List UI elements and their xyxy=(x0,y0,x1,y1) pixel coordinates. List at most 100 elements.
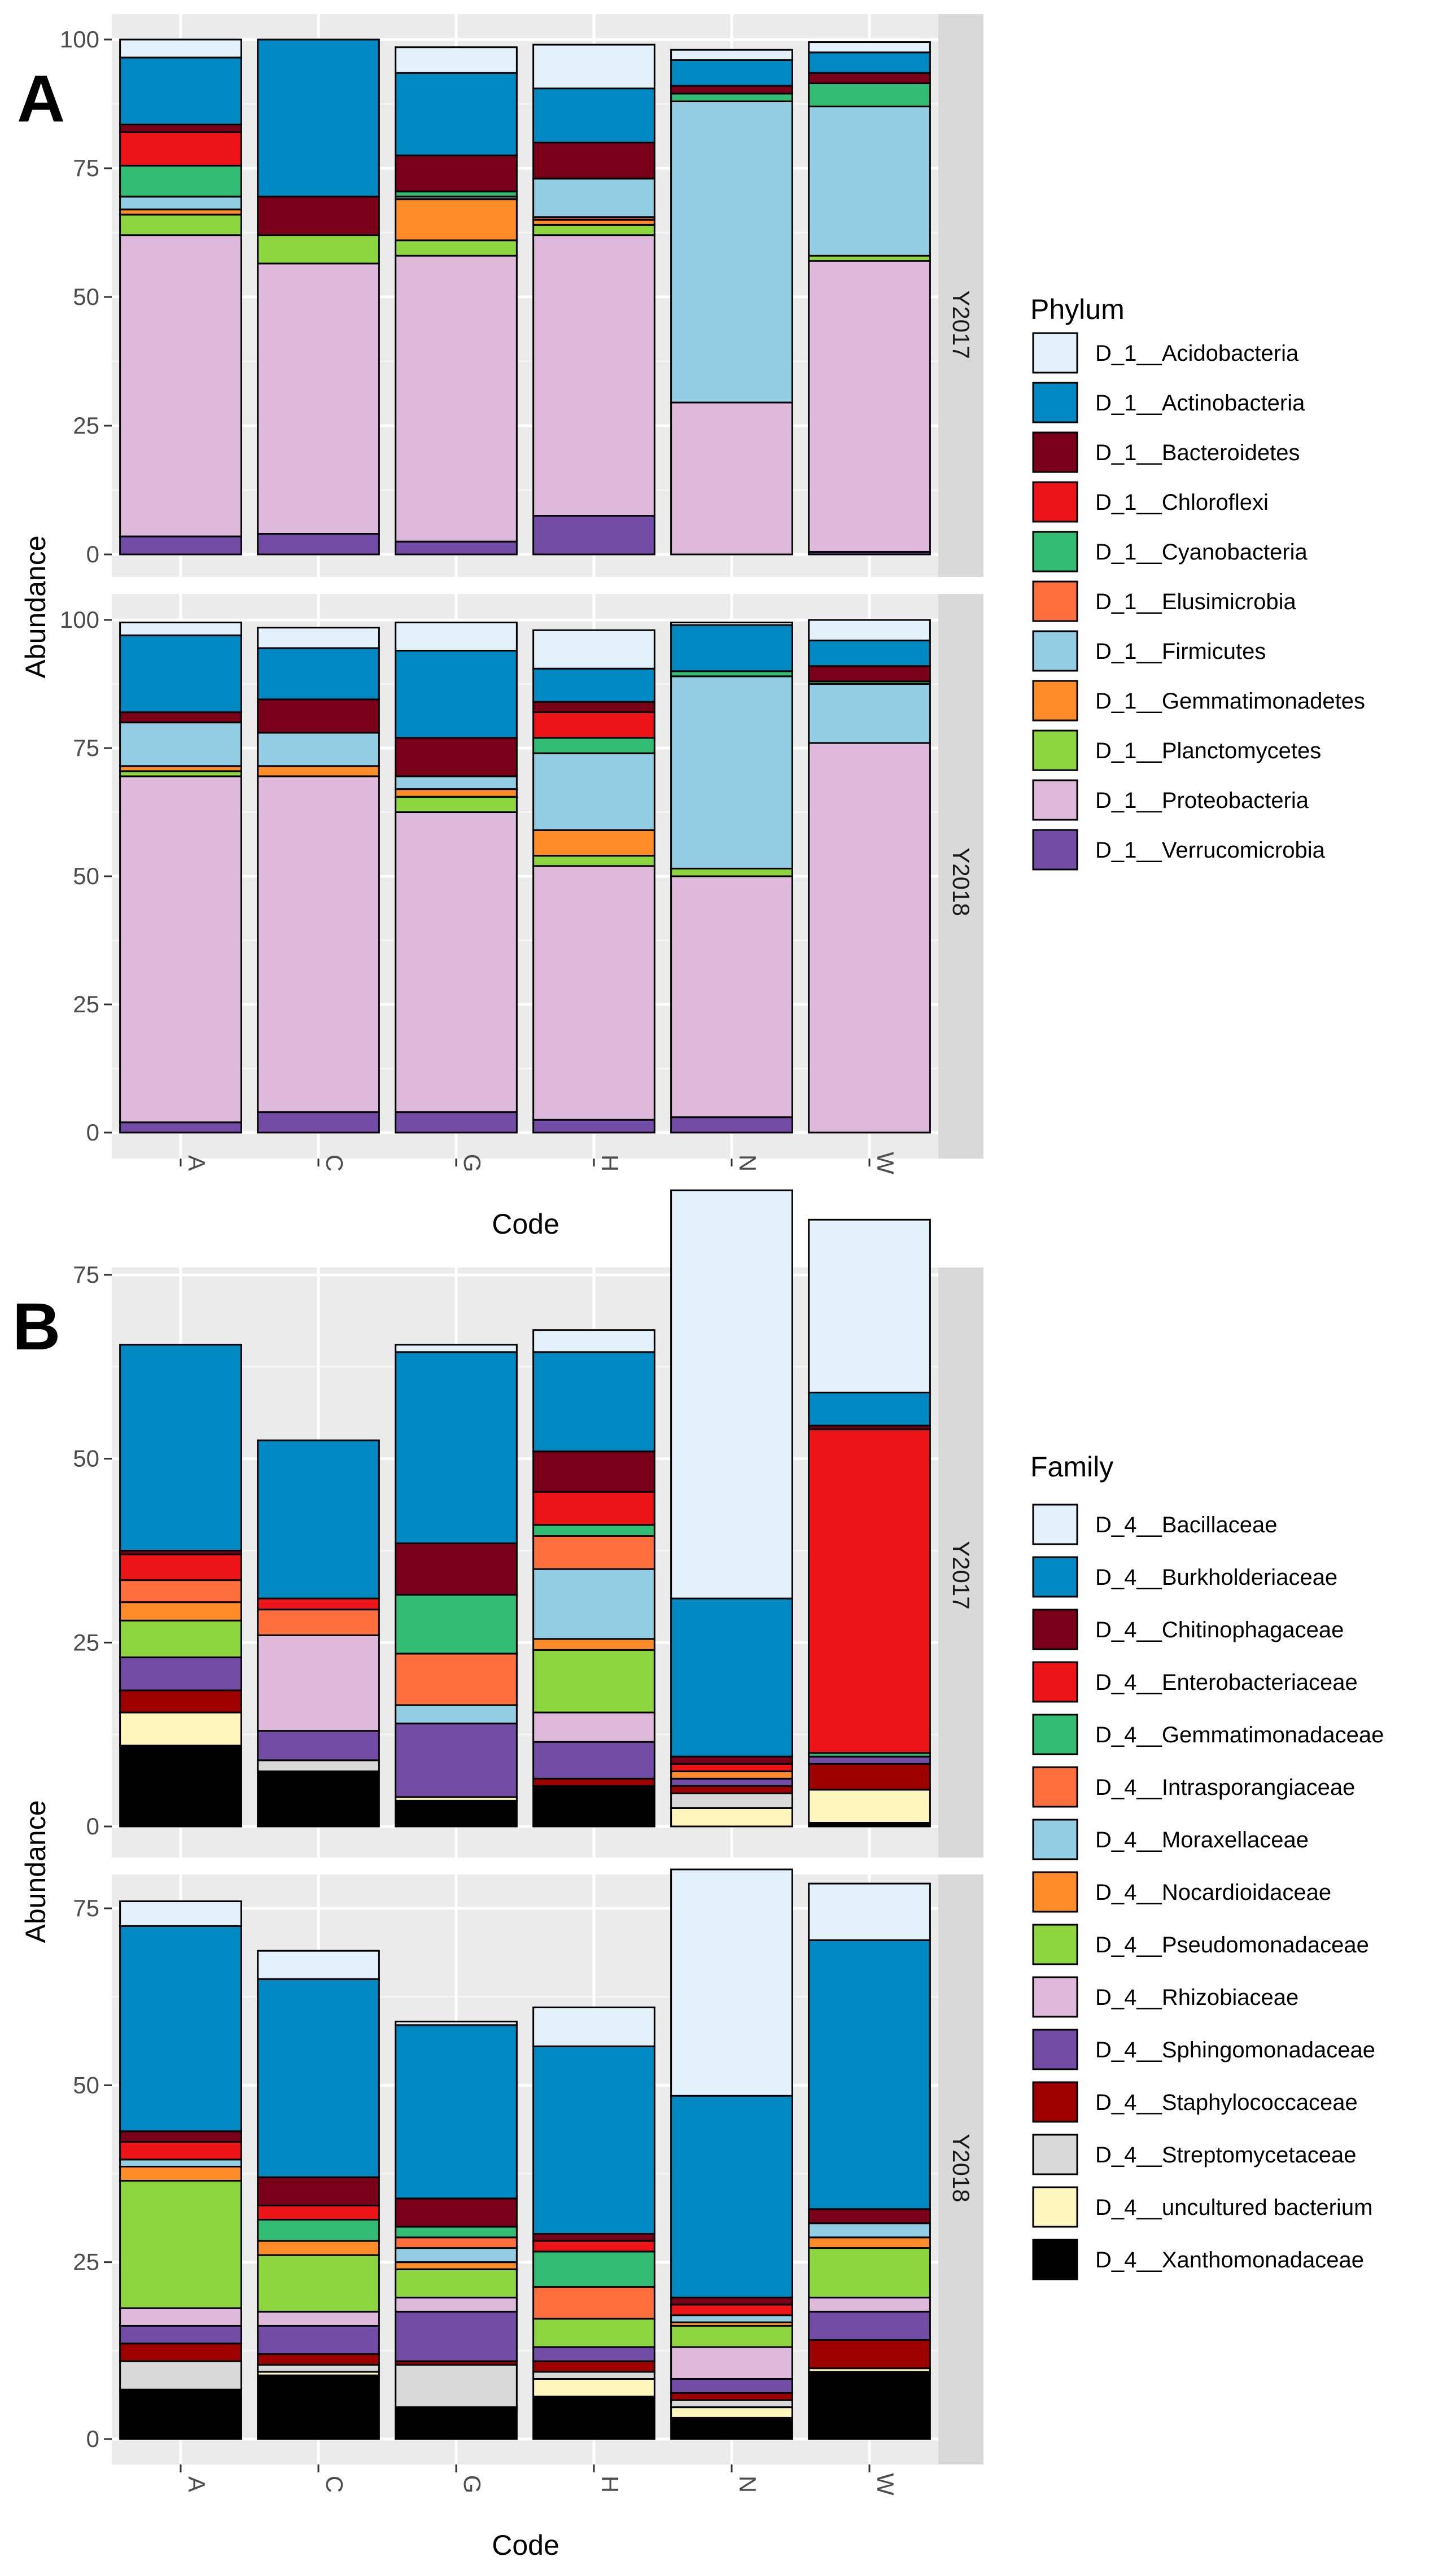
panel-a-y2018-bar-a-d-1-verrucomicrobia xyxy=(119,1121,242,1134)
panel-a-y2017-ytick-label-25: 25 xyxy=(73,412,99,439)
panel-a-y2018-bar-n-d-1-planctomycetes xyxy=(670,867,793,877)
panel-b-y2017-ytick-label-75: 75 xyxy=(73,1261,99,1288)
panel-b-y2017-bar-a-d-4-intrasporangiaceae xyxy=(119,1579,242,1603)
panel-a-y2018-bar-n-d-1-firmicutes xyxy=(670,675,793,869)
legend-panel-a-label-d-1-proteobacteria: D_1__Proteobacteria xyxy=(1095,788,1309,813)
panel-b-y2018-bar-w-d-4-chitinophagaceae xyxy=(808,2208,931,2225)
panel-a-y2018-bar-c-d-1-actinobacteria xyxy=(257,647,380,701)
panel-label-b: B xyxy=(12,1290,60,1364)
panel-b-y2017-bar-c-d-4-rhizobiaceae xyxy=(257,1634,380,1732)
panel-a-y2017-bar-g-d-1-planctomycetes xyxy=(395,239,518,257)
panel-a-y2018-bar-g-d-1-actinobacteria xyxy=(395,649,518,739)
panel-b-y2018-bar-g-d-4-intrasporangiaceae xyxy=(395,2236,518,2249)
panel-b-strip-label-y2017: Y2017 xyxy=(948,1541,974,1609)
panel-b-y2017-bar-n-d-4-staphylococcaceae xyxy=(670,1785,793,1794)
panel-b-y2018-bar-c-d-4-pseudomonadaceae xyxy=(257,2254,380,2313)
panel-b-y2017-bar-w-d-4-bacillaceae xyxy=(808,1218,931,1393)
panel-a-y2017-bar-a-d-1-firmicutes xyxy=(119,195,242,211)
panel-b-xtick-label-w: W xyxy=(872,2473,899,2496)
panel-a-y2017-bar-c-d-1-actinobacteria xyxy=(257,38,380,198)
legend-panel-a-label-d-1-chloroflexi: D_1__Chloroflexi xyxy=(1095,490,1269,515)
panel-b-y2018-bar-w-d-4-rhizobiaceae xyxy=(808,2296,931,2313)
panel-b-y2018-bar-w-d-4-staphylococcaceae xyxy=(808,2339,931,2370)
panel-a-y2017-ytick-label-0: 0 xyxy=(86,541,99,567)
panel-b-y2018-bar-a-d-4-burkholderiaceae xyxy=(119,1925,242,2132)
legend-panel-b-swatch-d-4-bacillaceae xyxy=(1032,1504,1078,1545)
panel-a-y2018-ytick-label-100: 100 xyxy=(60,606,99,633)
panel-a-y2018-bar-h-d-1-proteobacteria xyxy=(532,865,655,1121)
panel-label-a: A xyxy=(17,62,65,136)
panel-a-y2017-bar-c-d-1-proteobacteria xyxy=(257,263,380,535)
panel-b-y2018-bar-a-d-4-pseudomonadaceae xyxy=(119,2180,242,2309)
panel-a-y2018-bar-h-d-1-planctomycetes xyxy=(532,855,655,867)
panel-b-y-axis-title: Abundance xyxy=(20,1800,51,1943)
legend-panel-a-swatch-d-1-proteobacteria xyxy=(1032,779,1078,821)
panel-a-y2018-ytick-label-25: 25 xyxy=(73,991,99,1017)
legend-panel-b-swatch-d-4-burkholderiaceae xyxy=(1032,1556,1078,1598)
legend-b-title: Family xyxy=(1030,1451,1113,1483)
panel-a-y2017-bar-a-d-1-proteobacteria xyxy=(119,234,242,537)
panel-b-y2018-bar-h-d-4-intrasporangiaceae xyxy=(532,2286,655,2320)
panel-b-y2018-bar-n-d-4-uncultured-bacterium xyxy=(670,2406,793,2419)
legend-panel-a-swatch-d-1-acidobacteria xyxy=(1032,332,1078,374)
panel-a-y2018-ytick-label-50: 50 xyxy=(73,863,99,889)
panel-a-y2018-bar-w-d-1-firmicutes xyxy=(808,683,931,744)
panel-a-y2018-bar-c-d-1-acidobacteria xyxy=(257,627,380,649)
panel-a-y2018-bar-h-d-1-actinobacteria xyxy=(532,667,655,703)
panel-b-y2017-ytick-label-25: 25 xyxy=(73,1629,99,1655)
legend-panel-b-swatch-d-4-streptomycetaceae xyxy=(1032,2134,1078,2175)
panel-b-y2018-bar-n-d-4-bacillaceae xyxy=(670,1868,793,2097)
panel-b-y2018-bar-g-d-4-gemmatimonadaceae xyxy=(395,2226,518,2239)
panel-a-y2017-bar-w-d-1-firmicutes xyxy=(808,106,931,257)
panel-a-y2017-bar-w-d-1-actinobacteria xyxy=(808,51,931,74)
panel-b-y2018-bar-h-d-4-bacillaceae xyxy=(532,2006,655,2047)
panel-b-y2017-strip xyxy=(938,1268,983,1858)
panel-b-y2018-bar-h-d-4-sphingomonadaceae xyxy=(532,2346,655,2362)
panel-b-xtick-label-h: H xyxy=(597,2476,623,2493)
legend-panel-b-label-d-4-intrasporangiaceae: D_4__Intrasporangiaceae xyxy=(1095,1775,1355,1800)
panel-a-strip-label-y2018: Y2018 xyxy=(948,847,974,916)
panel-b-y2017-bar-g-d-4-chitinophagaceae xyxy=(395,1542,518,1596)
panel-b-y2018-bar-c-d-4-streptomycetaceae xyxy=(257,2363,380,2373)
panel-b-y2017-bar-h-d-4-rhizobiaceae xyxy=(532,1711,655,1743)
panel-b-strip-label-y2018: Y2018 xyxy=(948,2134,974,2202)
legend-panel-b-swatch-d-4-uncultured-bacterium xyxy=(1032,2186,1078,2228)
panel-b-y2018-bar-h-d-4-uncultured-bacterium xyxy=(532,2378,655,2398)
panel-a-y2017-bar-c-d-1-verrucomicrobia xyxy=(257,533,380,556)
panel-b-y2018-bar-a-d-4-bacillaceae xyxy=(119,1900,242,1927)
panel-a-xtick-label-w: W xyxy=(872,1152,899,1174)
panel-b-y2017-bar-a-d-4-uncultured-bacterium xyxy=(119,1711,242,1747)
panel-a-y2017-bar-h-d-1-bacteroidetes xyxy=(532,141,655,180)
legend-panel-b-label-d-4-rhizobiaceae: D_4__Rhizobiaceae xyxy=(1095,1985,1298,2010)
panel-b-y2018-bar-g-d-4-xanthomonadaceae xyxy=(395,2406,518,2440)
panel-b-y2018-ytick-label-0: 0 xyxy=(86,2425,99,2452)
panel-b-xtick-label-c: C xyxy=(321,2476,348,2493)
panel-b-y2018-bar-g-d-4-bacillaceae xyxy=(395,2021,518,2026)
panel-a-y2018-bar-w-d-1-actinobacteria xyxy=(808,639,931,667)
panel-b-y2018-bar-a-d-4-rhizobiaceae xyxy=(119,2307,242,2327)
panel-b-xtick-label-a: A xyxy=(183,2476,210,2492)
panel-a-y2018-bar-n-d-1-actinobacteria xyxy=(670,624,793,672)
legend-panel-a-swatch-d-1-verrucomicrobia xyxy=(1032,829,1078,871)
panel-a-y2017-bar-n-d-1-firmicutes xyxy=(670,100,793,404)
panel-a-strip-label-y2017: Y2017 xyxy=(948,290,974,359)
panel-a-y2017-bar-w-d-1-proteobacteria xyxy=(808,260,931,553)
panel-a-y2018-bar-n-d-1-verrucomicrobia xyxy=(670,1116,793,1134)
panel-b-y2017-bar-a-d-4-nocardioidaceae xyxy=(119,1601,242,1622)
panel-b-y2017-background xyxy=(112,1268,938,1858)
panel-b-y2018-bar-c-d-4-gemmatimonadaceae xyxy=(257,2218,380,2242)
panel-b-y2018-bar-n-d-4-chitinophagaceae xyxy=(670,2296,793,2306)
panel-b-y2017-bar-w-d-4-staphylococcaceae xyxy=(808,1763,931,1791)
panel-b-y2017-bar-n-d-4-enterobacteriaceae xyxy=(670,1763,793,1772)
panel-b-xtick-label-g: G xyxy=(459,2475,486,2494)
panel-a-y2018-ytick-label-75: 75 xyxy=(73,735,99,761)
panel-a-y2017-bar-a-d-1-actinobacteria xyxy=(119,56,242,125)
panel-b-y2017-bar-n-d-4-burkholderiaceae xyxy=(670,1597,793,1758)
panel-a-y2018-bar-g-d-1-bacteroidetes xyxy=(395,737,518,777)
panel-a-y2017-bar-h-d-1-firmicutes xyxy=(532,177,655,218)
panel-a-y2017-bar-h-d-1-acidobacteria xyxy=(532,43,655,90)
panel-b-y2018-bar-g-d-4-pseudomonadaceae xyxy=(395,2268,518,2298)
panel-b-y2018-bar-g-d-4-nocardioidaceae xyxy=(395,2261,518,2270)
panel-b-y2018-bar-c-d-4-rhizobiaceae xyxy=(257,2310,380,2327)
